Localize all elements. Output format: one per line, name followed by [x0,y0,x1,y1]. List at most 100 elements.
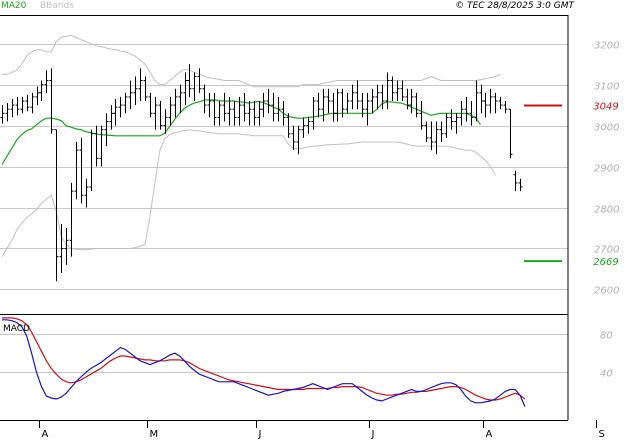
ohlc-bars [0,64,523,282]
copyright-timestamp: © TEC 28/8/2025 3:0 GMT [455,1,575,11]
legend-ma20: MA20 [1,1,27,11]
ohlc-bar [59,223,64,274]
ohlc-bar [380,84,385,110]
ohlc-bar [20,96,25,114]
ohlc-bar [291,125,296,151]
ohlc-bar [35,86,40,106]
ohlc-bar [94,125,99,167]
y-tick-label: 3000 [594,123,619,134]
ohlc-bar [296,125,301,155]
bollinger-bands [1,34,501,257]
support-level-label: 2669 [593,257,618,268]
ohlc-bar [5,103,10,122]
ohlc-bar [405,88,410,110]
y-tick-label: 2800 [594,205,619,216]
ohlc-bar [439,121,444,142]
bband-lower-line [1,129,496,257]
ohlc-bar [217,101,222,126]
ohlc-bar [355,80,360,110]
ohlc-bar [419,101,424,130]
ohlc-bar [474,80,479,122]
ohlc-bar [39,80,44,102]
ohlc-bar [222,92,227,122]
ohlc-bar [173,88,178,118]
ohlc-bar [350,84,355,110]
legend-bbands: BBands [40,1,74,11]
ohlc-bar [153,96,158,130]
y-tick-label: 2600 [594,286,619,297]
macd-lines [2,317,526,407]
ohlc-bar [44,70,49,93]
ohlc-bar [444,113,449,138]
legend: MA20 BBands © TEC 28/8/2025 3:0 GMT MACD [1,1,576,334]
ohlc-bar [133,76,138,106]
signal-line [2,317,526,401]
ohlc-bar [79,137,84,204]
y-tick-label: 3200 [594,41,619,52]
ohlc-bar [281,101,286,126]
ohlc-bar [400,80,405,102]
ohlc-bar [89,129,94,192]
ohlc-bar [84,178,89,208]
ohlc-bar [365,92,370,126]
macd-line [2,319,526,407]
ohlc-bar [148,92,153,118]
ohlc-bar [513,170,518,192]
ohlc-bar [286,113,291,138]
ohlc-bar [0,105,5,124]
macd-y-tick-label: 40 [600,369,613,380]
ohlc-bar [207,92,212,118]
ohlc-bar [242,92,247,122]
ohlc-bar [25,94,30,112]
ohlc-bar [518,178,523,192]
ohlc-bar [449,109,454,130]
x-tick-label: S [599,429,605,440]
ohlc-bar [99,125,104,167]
ohlc-bar [178,84,183,114]
ohlc-bar [227,96,232,126]
ohlc-bar [498,96,503,110]
ohlc-bar [212,92,217,126]
ohlc-bar [30,92,35,114]
ma20-line-group [1,99,482,165]
ohlc-bar [163,109,168,134]
ohlc-bar [385,72,390,110]
ohlc-bar [138,68,143,102]
y-tick-label: 2900 [594,164,619,175]
ma20-line [1,99,482,165]
bband-upper-line [2,34,501,88]
ohlc-bar [424,121,429,142]
macd-panel-label: MACD [3,324,30,334]
axes [0,15,569,421]
ohlc-bar [237,96,242,126]
ohlc-bar [252,101,257,126]
ohlc-bar [335,88,340,122]
ohlc-bar [459,101,464,126]
x-tick-label: J [371,429,375,440]
ohlc-bar [464,96,469,122]
y-tick-label: 2700 [594,245,619,256]
ohlc-bar [49,68,54,134]
ohlc-bar [390,76,395,102]
ohlc-bar [306,117,311,134]
ohlc-bar [232,101,237,126]
ohlc-bar [488,88,493,114]
ohlc-bar [370,88,375,114]
ohlc-bar [414,92,419,118]
ohlc-bar [331,92,336,122]
ohlc-bar [409,88,414,114]
ohlc-bar [247,101,252,126]
ohlc-bar [345,92,350,114]
ohlc-bar [311,96,316,130]
ohlc-bar [128,80,133,110]
ohlc-bar [375,84,380,110]
ohlc-bar [360,92,365,118]
ohlc-bar [74,141,79,200]
ohlc-bar [321,88,326,122]
ohlc-bar [479,84,484,114]
ohlc-bar [104,113,109,147]
y-tick-labels: 2600 2700 2800 2900 3000 3100 3200 40 80 [594,41,619,380]
ohlc-bar [326,88,331,114]
